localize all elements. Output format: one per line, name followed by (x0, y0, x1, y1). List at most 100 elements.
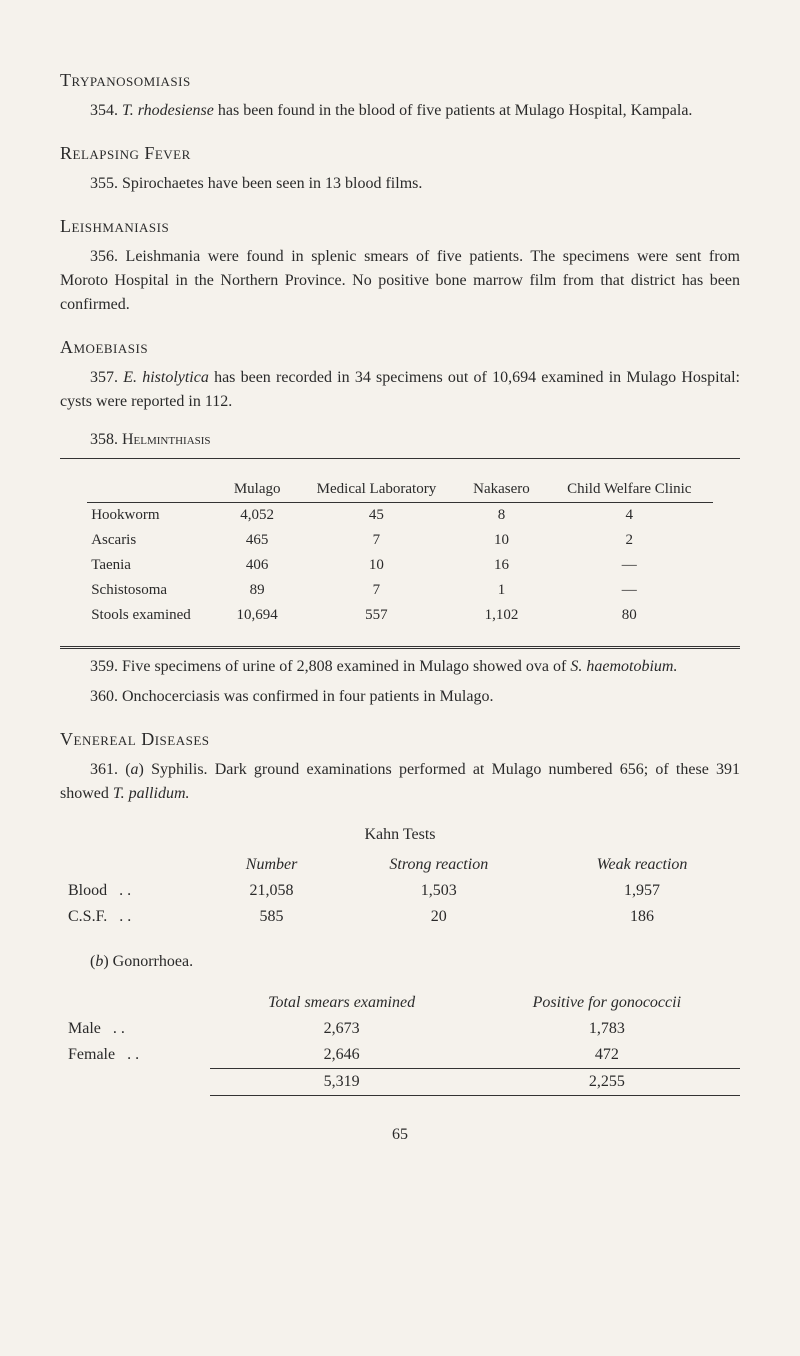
kahn-label: Blood . . (60, 878, 210, 904)
cell: 7 (296, 528, 457, 553)
table-row: Taenia 406 10 16 — (87, 553, 713, 578)
gonorrhoea-table: Total smears examined Positive for gonoc… (60, 990, 740, 1096)
gono-h-total: Total smears examined (210, 990, 474, 1016)
para-359-pre: 359. Five specimens of urine of 2,808 ex… (90, 658, 570, 675)
gono-total-row: 5,319 2,255 (60, 1069, 740, 1096)
gonorrhoea-block: Total smears examined Positive for gonoc… (60, 990, 740, 1096)
heading-amoebiasis: Amoebiasis (60, 337, 740, 358)
cell: 2 (546, 528, 713, 553)
cell: 4,052 (219, 503, 296, 529)
cell-label: Hookworm (87, 503, 218, 529)
cell-label: Ascaris (87, 528, 218, 553)
gono-label-text: Female (68, 1046, 115, 1063)
cell: 8 (457, 503, 546, 529)
cell: 4 (546, 503, 713, 529)
cell: 557 (296, 603, 457, 628)
heading-trypanosomiasis: Trypanosomiasis (60, 70, 740, 91)
para-361-a: a (131, 761, 139, 778)
para-357: 357. E. histolytica has been recorded in… (60, 366, 740, 414)
heading-helminthiasis: 358. Helminthiasis (60, 428, 740, 452)
kahn-cell: 1,957 (544, 878, 740, 904)
para-354-italic: T. rhodesiense (122, 102, 214, 119)
kahn-cell: 585 (210, 904, 334, 930)
gono-total-blank (60, 1069, 210, 1096)
cell: 7 (296, 578, 457, 603)
heading-venereal: Venereal Diseases (60, 729, 740, 750)
cell-label: Stools examined (87, 603, 218, 628)
kahn-h-weak: Weak reaction (544, 852, 740, 878)
gono-h-blank (60, 990, 210, 1016)
para-356: 356. Leishmania were found in splenic sm… (60, 245, 740, 317)
kahn-header-row: Number Strong reaction Weak reaction (60, 852, 740, 878)
gono-post: ) Gonorrhoea. (103, 953, 193, 970)
gono-row: Female . . 2,646 472 (60, 1042, 740, 1069)
kahn-cell: 1,503 (334, 878, 545, 904)
cell: 16 (457, 553, 546, 578)
col-nakasero: Nakasero (457, 477, 546, 503)
para-355: 355. Spirochaetes have been seen in 13 b… (60, 172, 740, 196)
kahn-row: C.S.F. . . 585 20 186 (60, 904, 740, 930)
cell: 1 (457, 578, 546, 603)
gono-cell: 2,646 (210, 1042, 474, 1069)
para-359: 359. Five specimens of urine of 2,808 ex… (60, 655, 740, 679)
gono-total: 5,319 (210, 1069, 474, 1096)
cell: 80 (546, 603, 713, 628)
kahn-h-number: Number (210, 852, 334, 878)
heading-leishmaniasis: Leishmaniasis (60, 216, 740, 237)
para-361-italic: T. pallidum. (113, 785, 190, 802)
cell: — (546, 578, 713, 603)
col-medical-lab: Medical Laboratory (296, 477, 457, 503)
cell: 10 (457, 528, 546, 553)
gono-header-row: Total smears examined Positive for gonoc… (60, 990, 740, 1016)
kahn-label: C.S.F. . . (60, 904, 210, 930)
helminthiasis-table-wrap: Mulago Medical Laboratory Nakasero Child… (60, 458, 740, 649)
table-row: Stools examined 10,694 557 1,102 80 (87, 603, 713, 628)
table-header-row: Mulago Medical Laboratory Nakasero Child… (87, 477, 713, 503)
para-354-pre: 354. (90, 102, 122, 119)
gono-label: Female . . (60, 1042, 210, 1069)
gono-cell: 2,673 (210, 1016, 474, 1042)
cell: 45 (296, 503, 457, 529)
gono-cell: 1,783 (474, 1016, 740, 1042)
kahn-cell: 186 (544, 904, 740, 930)
kahn-label-text: C.S.F. (68, 908, 107, 925)
heading-relapsing-fever: Relapsing Fever (60, 143, 740, 164)
col-mulago: Mulago (219, 477, 296, 503)
kahn-title: Kahn Tests (60, 826, 740, 844)
cell: 1,102 (457, 603, 546, 628)
para-354-post: has been found in the blood of five pati… (214, 102, 693, 119)
table-row: Schistosoma 89 7 1 — (87, 578, 713, 603)
cell: 10,694 (219, 603, 296, 628)
kahn-row: Blood . . 21,058 1,503 1,957 (60, 878, 740, 904)
para-361-pre: 361. ( (90, 761, 131, 778)
kahn-h-strong: Strong reaction (334, 852, 545, 878)
cell: 406 (219, 553, 296, 578)
kahn-label-text: Blood (68, 882, 107, 899)
para-357-pre: 357. (90, 369, 123, 386)
gono-cell: 472 (474, 1042, 740, 1069)
para-360: 360. Onchocerciasis was confirmed in fou… (60, 685, 740, 709)
para-354: 354. T. rhodesiense has been found in th… (60, 99, 740, 123)
para-359-italic: S. haemotobium. (570, 658, 677, 675)
cell: — (546, 553, 713, 578)
cell-label: Schistosoma (87, 578, 218, 603)
table-row: Ascaris 465 7 10 2 (87, 528, 713, 553)
kahn-tests-block: Kahn Tests Number Strong reaction Weak r… (60, 826, 740, 930)
col-child-welfare: Child Welfare Clinic (546, 477, 713, 503)
gono-label-text: Male (68, 1020, 101, 1037)
cell: 89 (219, 578, 296, 603)
cell: 465 (219, 528, 296, 553)
kahn-cell: 21,058 (210, 878, 334, 904)
kahn-table: Number Strong reaction Weak reaction Blo… (60, 852, 740, 930)
page-number: 65 (60, 1126, 740, 1144)
col-blank (87, 477, 218, 503)
document-page: Trypanosomiasis 354. T. rhodesiense has … (0, 0, 800, 1184)
para-357-italic: E. histolytica (123, 369, 209, 386)
para-361: 361. (a) Syphilis. Dark ground examinati… (60, 758, 740, 806)
kahn-h-blank (60, 852, 210, 878)
gonorrhoea-label: (b) Gonorrhoea. (60, 950, 740, 974)
gono-total: 2,255 (474, 1069, 740, 1096)
helminthiasis-table: Mulago Medical Laboratory Nakasero Child… (87, 477, 713, 628)
gono-row: Male . . 2,673 1,783 (60, 1016, 740, 1042)
table-row: Hookworm 4,052 45 8 4 (87, 503, 713, 529)
